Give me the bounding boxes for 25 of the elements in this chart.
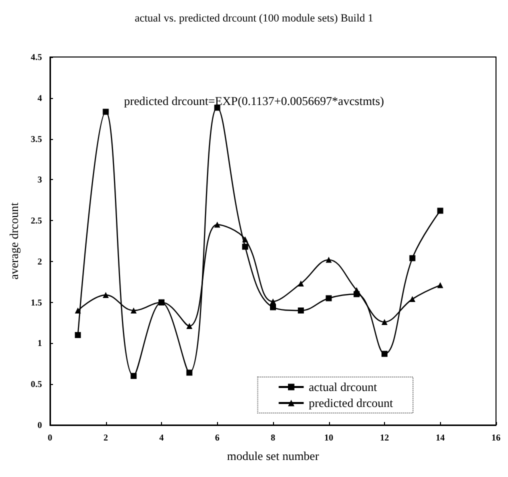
y-tick-label: 3.5 — [30, 134, 42, 144]
x-tick-label: 16 — [492, 432, 501, 442]
x-tick-label: 2 — [104, 432, 108, 442]
y-tick-label: 0 — [38, 420, 42, 430]
legend-label: actual drcount — [308, 380, 378, 394]
x-tick-label: 0 — [48, 432, 53, 442]
x-tick-label: 6 — [215, 432, 220, 442]
y-tick-label: 4.5 — [30, 52, 42, 62]
x-axis-title: module set number — [227, 449, 319, 463]
x-tick-label: 14 — [436, 432, 446, 442]
x-tick-label: 10 — [324, 432, 334, 442]
x-tick-label: 12 — [380, 432, 390, 442]
y-tick-label: 3 — [38, 174, 42, 185]
legend-label: predicted drcount — [308, 396, 394, 410]
y-tick-label: 2 — [38, 256, 42, 266]
annotation: predicted drcount=EXP(0.1137+0.0056697*avcstmts) — [124, 94, 384, 108]
y-axis-title: average drcount — [6, 202, 21, 280]
x-tick-label: 8 — [270, 432, 276, 442]
y-tick-label: 2.5 — [30, 216, 42, 226]
y-tick-label: 0.5 — [30, 379, 42, 390]
x-tick-label: 4 — [159, 432, 164, 442]
chart-title: actual vs. predicted drcount (100 module sets) Build 1 — [134, 12, 374, 24]
y-tick-label: 1 — [38, 338, 42, 348]
y-tick-label: 1.5 — [30, 297, 42, 308]
y-tick-label: 4 — [38, 92, 42, 103]
